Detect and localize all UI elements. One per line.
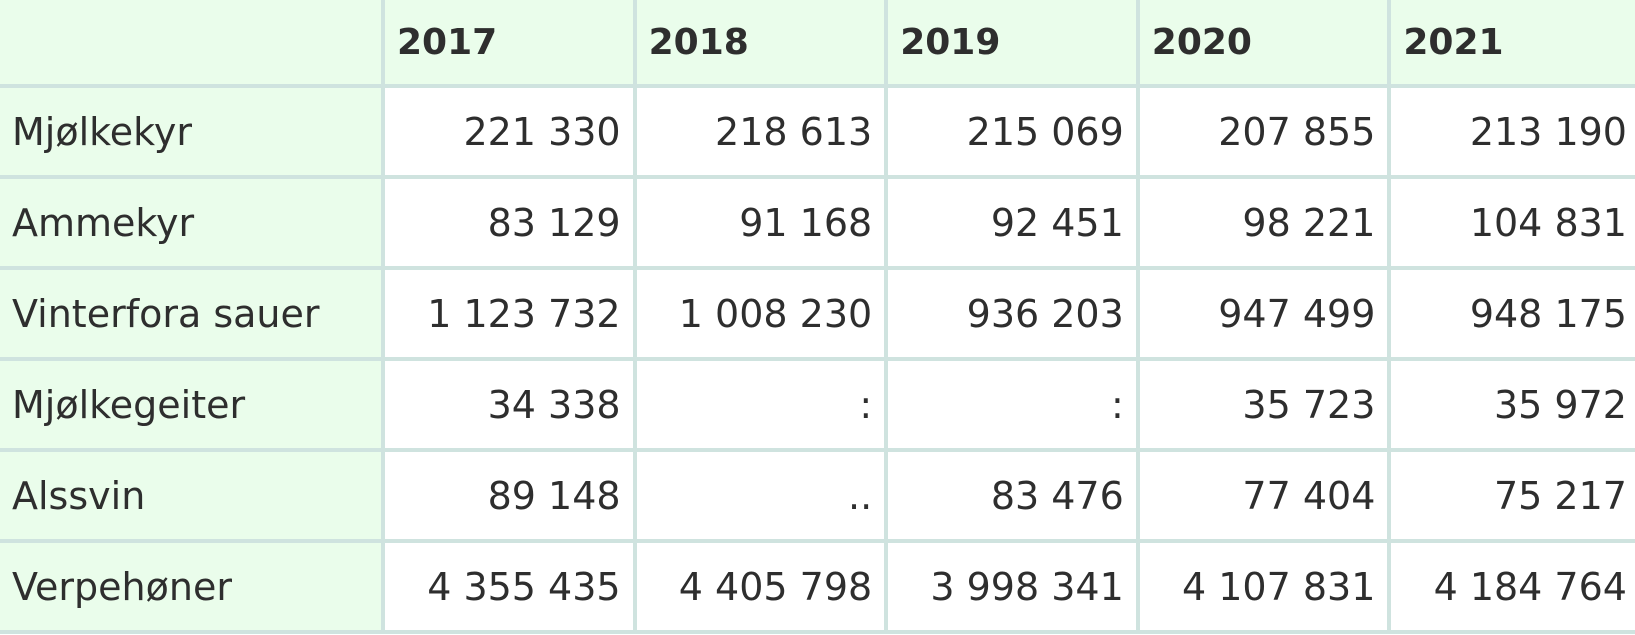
- table-cell: 35 972: [1387, 357, 1635, 452]
- row-label: Ammekyr: [0, 175, 385, 270]
- table-cell: 34 338: [381, 357, 637, 452]
- table-cell: 213 190: [1387, 84, 1635, 179]
- table-cell: 948 175: [1387, 266, 1635, 361]
- table-cell: :: [632, 357, 889, 452]
- table-cell: 936 203: [884, 266, 1140, 361]
- table-cell: 218 613: [632, 84, 889, 179]
- column-header-2019: 2019: [884, 0, 1140, 88]
- table-cell: 4 405 798: [632, 539, 889, 634]
- table-cell: 4 107 831: [1135, 539, 1392, 634]
- column-header-2020: 2020: [1135, 0, 1392, 88]
- column-header-2018: 2018: [632, 0, 889, 88]
- table-cell: :: [884, 357, 1140, 452]
- row-label: Alssvin: [0, 448, 385, 543]
- table-row: Vinterfora sauer 1 123 732 1 008 230 936…: [0, 266, 1635, 361]
- table-row: Verpehøner 4 355 435 4 405 798 3 998 341…: [0, 539, 1635, 634]
- table-cell: 207 855: [1135, 84, 1392, 179]
- table-cell: 35 723: [1135, 357, 1392, 452]
- table-cell: 4 355 435: [381, 539, 637, 634]
- table-cell: 92 451: [884, 175, 1140, 270]
- table-row: Ammekyr 83 129 91 168 92 451 98 221 104 …: [0, 175, 1635, 270]
- column-header-2021: 2021: [1387, 0, 1635, 88]
- table-cell: 98 221: [1135, 175, 1392, 270]
- table-cell: 3 998 341: [884, 539, 1140, 634]
- corner-cell: [0, 0, 385, 88]
- table-header-row: 2017 2018 2019 2020 2021: [0, 0, 1635, 88]
- table-row: Mjølkekyr 221 330 218 613 215 069 207 85…: [0, 84, 1635, 179]
- table-cell: 83 129: [381, 175, 637, 270]
- row-label: Vinterfora sauer: [0, 266, 385, 361]
- table-cell: 83 476: [884, 448, 1140, 543]
- table-cell: 75 217: [1387, 448, 1635, 543]
- table-row: Alssvin 89 148 .. 83 476 77 404 75 217: [0, 448, 1635, 543]
- table-cell: 104 831: [1387, 175, 1635, 270]
- table-cell: ..: [632, 448, 889, 543]
- table-cell: 947 499: [1135, 266, 1392, 361]
- table-cell: 215 069: [884, 84, 1140, 179]
- table-cell: 1 008 230: [632, 266, 889, 361]
- row-label: Mjølkegeiter: [0, 357, 385, 452]
- table-cell: 221 330: [381, 84, 637, 179]
- table-cell: 89 148: [381, 448, 637, 543]
- row-label: Verpehøner: [0, 539, 385, 634]
- table-row: Mjølkegeiter 34 338 : : 35 723 35 972: [0, 357, 1635, 452]
- table-cell: 1 123 732: [381, 266, 637, 361]
- column-header-2017: 2017: [381, 0, 637, 88]
- table-cell: 4 184 764: [1387, 539, 1635, 634]
- table-cell: 91 168: [632, 175, 889, 270]
- row-label: Mjølkekyr: [0, 84, 385, 179]
- table-cell: 77 404: [1135, 448, 1392, 543]
